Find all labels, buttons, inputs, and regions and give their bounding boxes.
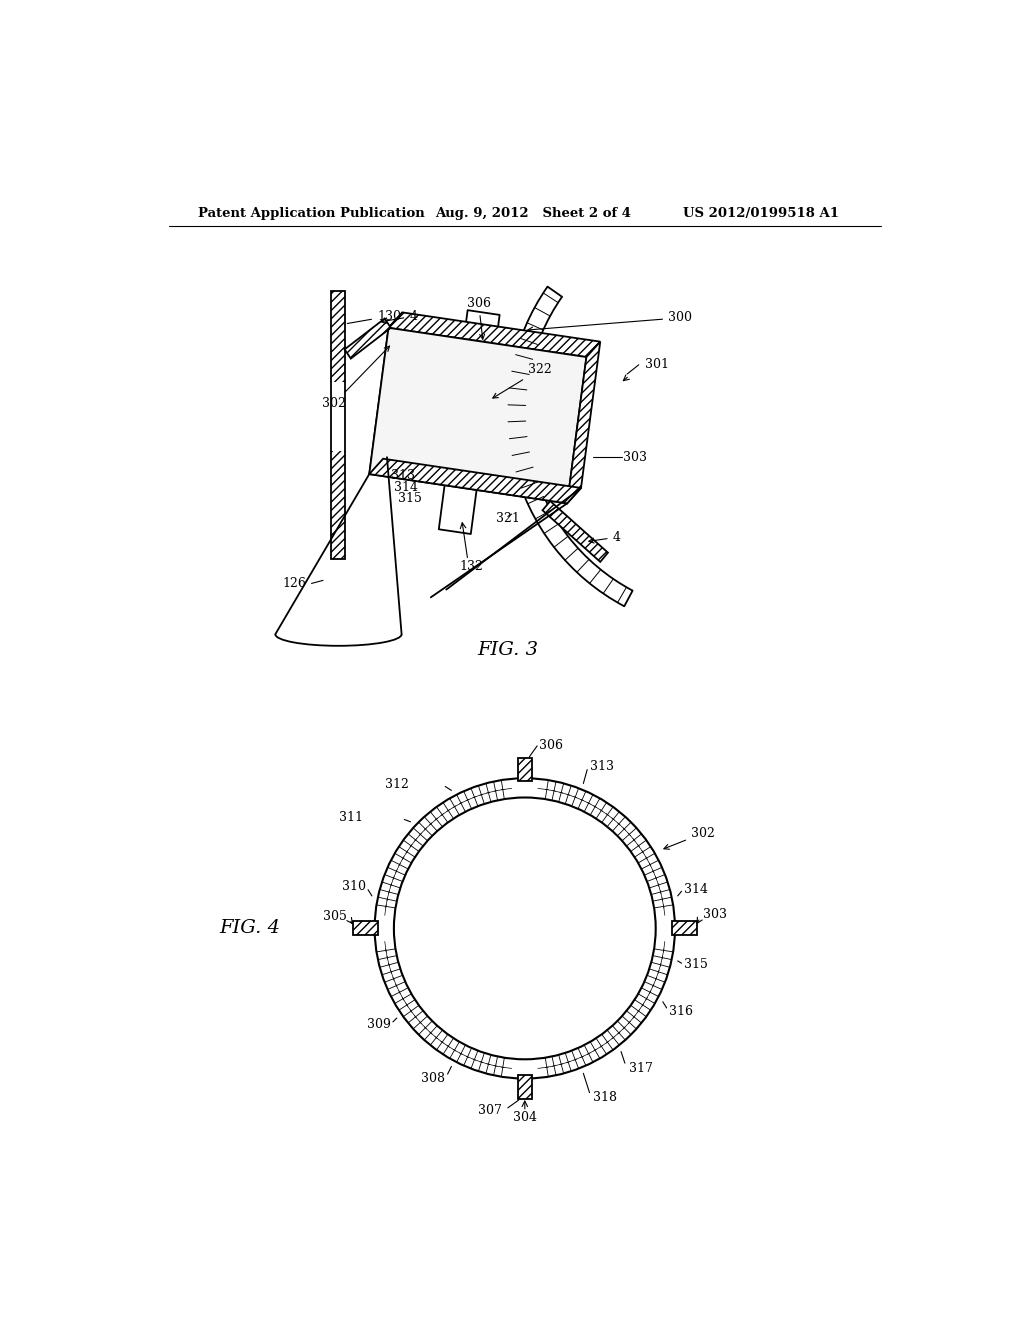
Text: 302: 302	[323, 346, 389, 409]
Text: 4: 4	[381, 310, 418, 323]
Text: 306: 306	[467, 297, 490, 339]
Text: 300: 300	[527, 312, 692, 333]
Text: 314: 314	[684, 883, 708, 896]
Text: 312: 312	[385, 777, 409, 791]
Polygon shape	[388, 313, 600, 358]
Polygon shape	[370, 313, 402, 474]
Text: 315: 315	[397, 492, 422, 506]
Text: 314: 314	[394, 480, 418, 494]
Polygon shape	[567, 342, 600, 503]
Text: 318: 318	[593, 1092, 616, 1105]
Text: 308: 308	[421, 1072, 445, 1085]
Text: 313: 313	[391, 469, 416, 482]
Text: 317: 317	[629, 1063, 652, 1074]
Text: 316: 316	[669, 1005, 693, 1018]
Polygon shape	[331, 290, 345, 558]
Text: 306: 306	[539, 739, 562, 752]
Text: 311: 311	[339, 812, 362, 825]
Text: FIG. 3: FIG. 3	[477, 640, 539, 659]
Polygon shape	[345, 318, 391, 359]
Polygon shape	[370, 327, 587, 503]
Text: 305: 305	[323, 911, 347, 924]
Polygon shape	[672, 921, 696, 936]
Text: Patent Application Publication: Patent Application Publication	[199, 207, 425, 220]
Text: 302: 302	[664, 826, 715, 849]
Text: 301: 301	[645, 358, 669, 371]
Polygon shape	[543, 502, 608, 562]
Text: 307: 307	[478, 1104, 502, 1117]
Polygon shape	[330, 381, 346, 451]
Text: 310: 310	[342, 880, 366, 894]
Text: 322: 322	[493, 363, 552, 399]
Polygon shape	[370, 459, 581, 503]
Polygon shape	[518, 758, 531, 781]
Text: 4: 4	[589, 531, 621, 544]
Text: 321: 321	[496, 512, 520, 525]
Text: Aug. 9, 2012   Sheet 2 of 4: Aug. 9, 2012 Sheet 2 of 4	[435, 207, 631, 220]
Text: 303: 303	[702, 908, 727, 921]
Text: 130: 130	[347, 310, 401, 323]
Circle shape	[394, 797, 655, 1059]
Text: US 2012/0199518 A1: US 2012/0199518 A1	[683, 207, 840, 220]
Text: 303: 303	[624, 450, 647, 463]
Text: 315: 315	[684, 958, 708, 972]
Text: 132: 132	[459, 560, 483, 573]
Polygon shape	[353, 921, 378, 936]
Polygon shape	[518, 1076, 531, 1098]
Text: 309: 309	[367, 1018, 390, 1031]
Text: FIG. 4: FIG. 4	[219, 920, 281, 937]
Text: 313: 313	[590, 760, 613, 774]
Text: 304: 304	[513, 1111, 537, 1125]
Text: 126: 126	[283, 577, 306, 590]
